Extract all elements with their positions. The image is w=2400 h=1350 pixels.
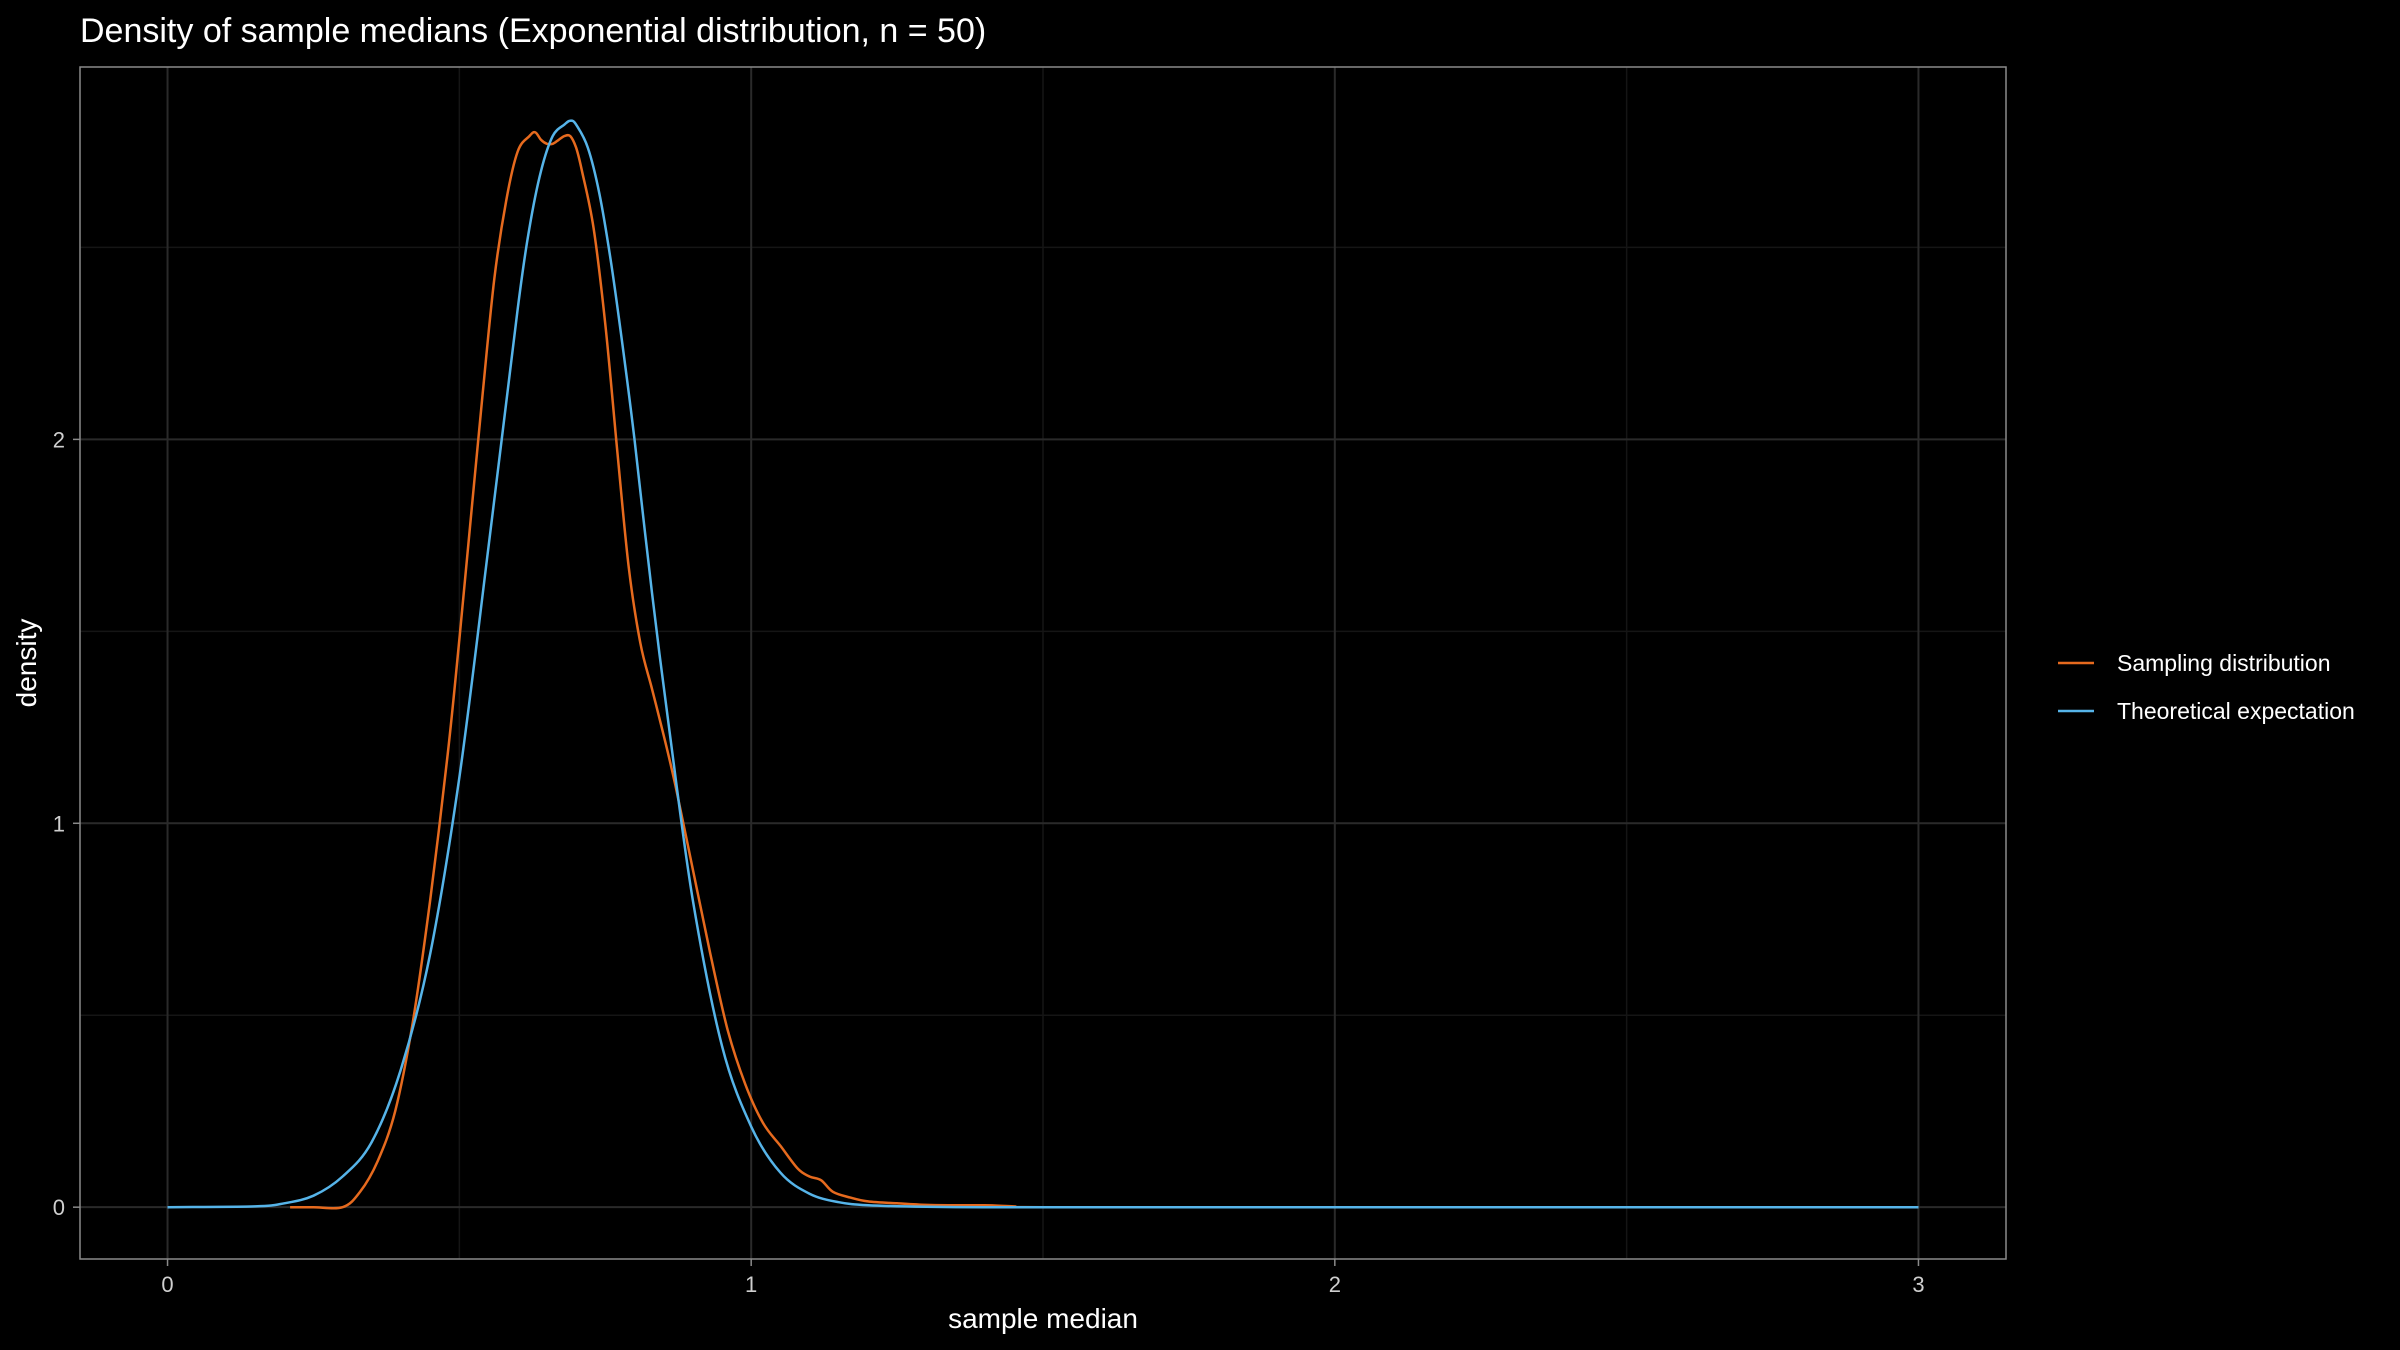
- legend-item: Sampling distribution: [2058, 650, 2331, 676]
- x-tick-label: 3: [1912, 1272, 1924, 1297]
- legend-label: Theoretical expectation: [2117, 698, 2355, 724]
- minor-gridlines: [80, 67, 2006, 1259]
- series-lines: [167, 119, 1919, 1210]
- legend-item: Theoretical expectation: [2058, 698, 2355, 724]
- x-axis: 0 1 2 3: [161, 1259, 1925, 1297]
- x-tick-label: 2: [1329, 1272, 1341, 1297]
- y-tick-label: 0: [53, 1195, 65, 1220]
- legend: Sampling distribution Theoretical expecta…: [2058, 650, 2355, 724]
- y-axis: 0 1 2: [53, 427, 80, 1220]
- x-axis-title: sample median: [948, 1303, 1138, 1334]
- plot-panel-border: [79, 66, 2007, 1260]
- x-tick-label: 1: [745, 1272, 757, 1297]
- legend-label: Sampling distribution: [2117, 650, 2331, 676]
- x-tick-label: 0: [161, 1272, 173, 1297]
- chart-title: Density of sample medians (Exponential d…: [80, 12, 986, 50]
- y-axis-title: density: [11, 619, 42, 708]
- series-line-theoretical-expectation: [167, 119, 1919, 1209]
- y-tick-label: 2: [53, 427, 65, 452]
- y-tick-label: 1: [53, 811, 65, 836]
- series-line-sampling-distribution: [290, 130, 1919, 1210]
